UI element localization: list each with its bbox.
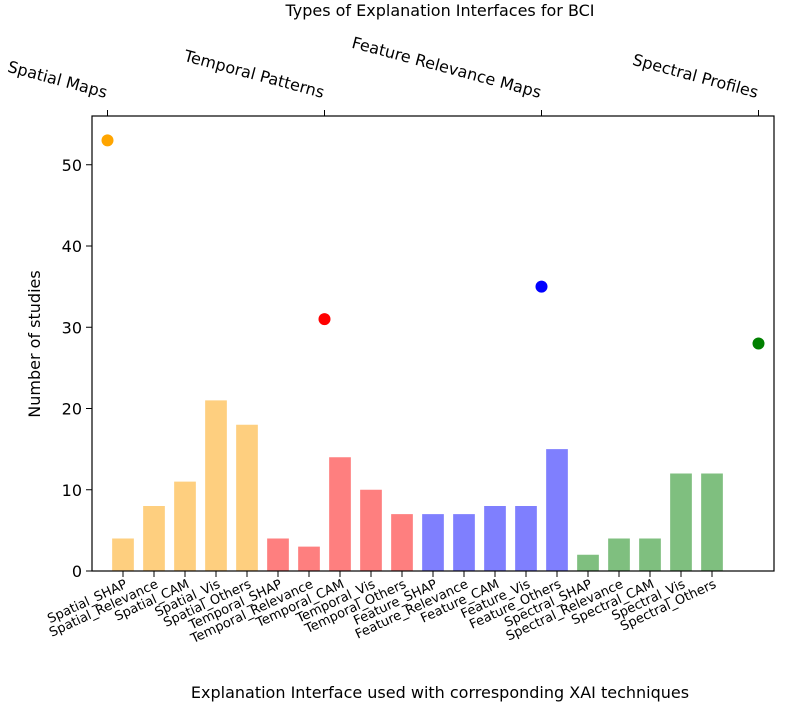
bar-spectral-others [701, 473, 723, 571]
top-tick-label: Spatial Maps [6, 57, 110, 102]
bar-feature-relevance [453, 514, 475, 571]
y-axis-label: Number of studies [25, 270, 44, 417]
top-tick-label: Feature Relevance Maps [350, 33, 544, 102]
plot-area: 01020304050Spatial_SHAPSpatial_Relevance… [6, 33, 775, 647]
bar-feature-cam [484, 506, 506, 571]
y-tick-label: 50 [62, 156, 82, 175]
point-spectral-profiles [752, 337, 765, 350]
bar-feature-vis [515, 506, 537, 571]
y-tick-label: 40 [62, 237, 82, 256]
bar-spectral-cam [639, 538, 661, 571]
bar-spatial-vis [205, 400, 227, 571]
bar-temporal-others [391, 514, 413, 571]
bar-temporal-relevance [298, 546, 320, 571]
y-tick-label: 10 [62, 481, 82, 500]
bar-spectral-relevance [608, 538, 630, 571]
bar-temporal-shap [267, 538, 289, 571]
point-temporal-patterns [318, 313, 331, 326]
bar-temporal-vis [360, 489, 382, 571]
chart-title: Types of Explanation Interfaces for BCI [284, 1, 594, 20]
bar-spatial-relevance [143, 506, 165, 571]
y-tick-label: 0 [72, 562, 82, 581]
bar-feature-shap [422, 514, 444, 571]
y-tick-label: 20 [62, 400, 82, 419]
bar-spatial-others [236, 424, 258, 571]
bar-temporal-cam [329, 457, 351, 571]
top-tick-label: Spectral Profiles [631, 50, 761, 102]
bar-spatial-shap [112, 538, 134, 571]
bar-spectral-vis [670, 473, 692, 571]
point-spatial-maps [101, 134, 114, 147]
x-axis-label: Explanation Interface used with correspo… [191, 683, 689, 702]
point-feature-relevance-maps [535, 280, 548, 293]
bar-feature-others [546, 449, 568, 571]
top-tick-label: Temporal Patterns [181, 46, 326, 102]
y-tick-label: 30 [62, 318, 82, 337]
bar-spectral-shap [577, 554, 599, 571]
bar-spatial-cam [174, 481, 196, 571]
